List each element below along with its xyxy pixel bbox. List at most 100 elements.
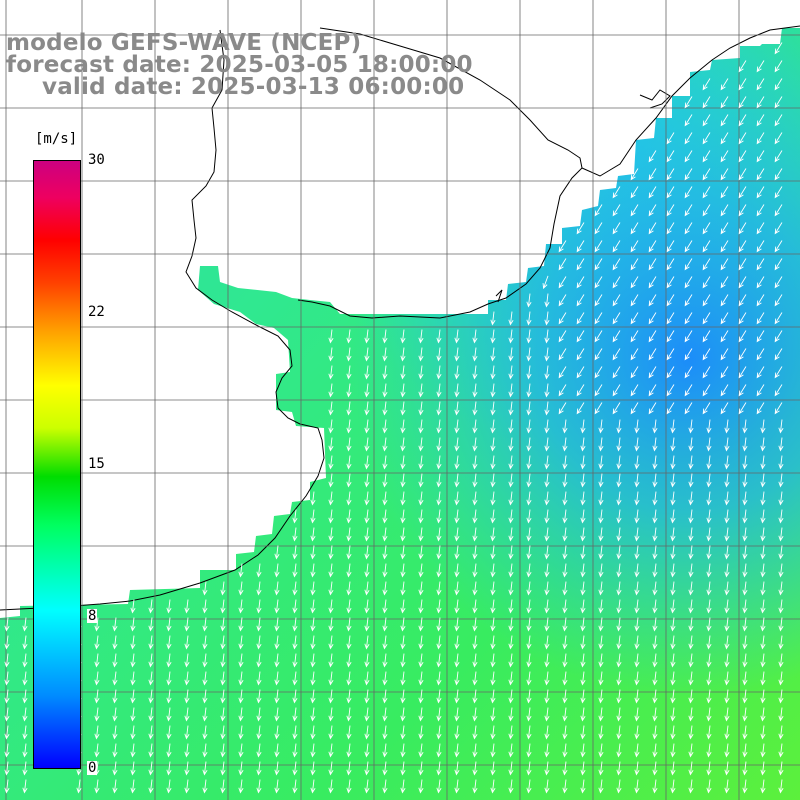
wind-arrow: [22, 635, 28, 650]
wind-arrow: [666, 366, 675, 379]
wind-arrow: [760, 599, 766, 614]
wind-arrow: [274, 545, 280, 560]
wind-arrow: [364, 635, 370, 650]
wind-arrow: [364, 743, 370, 758]
wind-arrow: [382, 509, 388, 524]
wind-arrow: [684, 312, 693, 325]
wind-arrow: [724, 509, 730, 524]
wind-arrow: [328, 419, 334, 434]
wind-arrow: [454, 527, 460, 542]
wind-arrow: [684, 96, 693, 109]
wind-arrow: [490, 365, 496, 380]
wind-arrow: [202, 617, 208, 632]
wind-arrow: [724, 491, 730, 506]
wind-arrow: [184, 635, 190, 650]
wind-arrow: [472, 581, 478, 596]
wind-arrow: [562, 779, 568, 794]
wind-arrow: [346, 455, 352, 470]
wind-arrow: [508, 473, 514, 488]
wind-arrow: [382, 455, 388, 470]
wind-arrow: [594, 366, 603, 379]
wind-arrow: [130, 761, 136, 776]
wind-arrow: [562, 671, 568, 686]
wind-arrow: [418, 635, 424, 650]
wind-arrow: [630, 276, 639, 289]
wind-arrow: [400, 743, 406, 758]
wind-arrow: [400, 527, 406, 542]
wind-arrow: [346, 347, 352, 362]
wind-arrow: [508, 329, 514, 344]
wind-arrow: [256, 581, 262, 596]
wind-arrow: [670, 743, 676, 758]
wind-arrow: [576, 384, 585, 397]
wind-arrow: [454, 671, 460, 686]
wind-arrow: [544, 653, 550, 668]
wind-arrow: [652, 671, 658, 686]
wind-arrow: [598, 671, 604, 686]
wind-arrow: [94, 743, 100, 758]
wind-arrow: [490, 311, 496, 326]
wind-arrow: [742, 455, 748, 470]
wind-arrow: [630, 402, 639, 415]
wind-arrow: [648, 150, 657, 163]
wind-arrow: [706, 707, 712, 722]
wind-arrow: [580, 671, 586, 686]
wind-arrow: [508, 545, 514, 560]
wind-arrow: [684, 186, 693, 199]
wind-arrow: [684, 240, 693, 253]
wind-arrow: [666, 312, 675, 325]
wind-arrow: [652, 527, 658, 542]
wind-arrow: [256, 653, 262, 668]
wind-arrow: [634, 635, 640, 650]
wind-arrow: [508, 401, 514, 416]
wind-arrow: [612, 222, 621, 235]
wind-arrow: [400, 437, 406, 452]
wind-arrow: [472, 635, 478, 650]
wind-arrow: [576, 240, 585, 253]
wind-arrow: [184, 725, 190, 740]
wind-arrow: [472, 419, 478, 434]
wind-arrow: [598, 743, 604, 758]
wind-arrow: [702, 150, 711, 163]
wind-arrow: [490, 329, 496, 344]
colorbar-tick: 8: [87, 608, 98, 624]
wind-arrow: [472, 743, 478, 758]
wind-arrow: [238, 761, 244, 776]
wind-arrow: [454, 473, 460, 488]
wind-arrow: [634, 599, 640, 614]
wind-arrow: [774, 402, 783, 415]
wind-arrow: [702, 78, 711, 91]
wind-arrow: [666, 240, 675, 253]
colorbar-tick-max: 30: [87, 152, 106, 168]
wind-arrow: [22, 779, 28, 794]
wind-arrow: [580, 581, 586, 596]
wind-arrow: [274, 635, 280, 650]
wind-arrow: [22, 653, 28, 668]
wind-arrow: [292, 761, 298, 776]
wind-arrow: [544, 725, 550, 740]
wind-arrow: [364, 401, 370, 416]
wind-arrow: [756, 366, 765, 379]
wind-arrow: [184, 743, 190, 758]
wind-arrow: [472, 599, 478, 614]
wind-arrow: [630, 168, 639, 181]
wind-arrow: [364, 779, 370, 794]
wind-arrow: [346, 491, 352, 506]
wind-arrow: [594, 240, 603, 253]
wind-arrow: [760, 419, 766, 434]
wind-arrow: [544, 437, 550, 452]
wind-arrow: [364, 617, 370, 632]
wind-arrow: [598, 581, 604, 596]
wind-arrow: [724, 635, 730, 650]
wind-arrow: [634, 527, 640, 542]
wind-arrow: [346, 743, 352, 758]
wind-arrow: [562, 419, 568, 434]
wind-arrow: [508, 419, 514, 434]
wind-arrow: [616, 617, 622, 632]
wind-arrow: [418, 419, 424, 434]
wind-arrow: [738, 96, 747, 109]
wind-arrow: [702, 132, 711, 145]
wind-arrow: [472, 545, 478, 560]
wind-arrow: [684, 294, 693, 307]
wind-arrow: [634, 473, 640, 488]
